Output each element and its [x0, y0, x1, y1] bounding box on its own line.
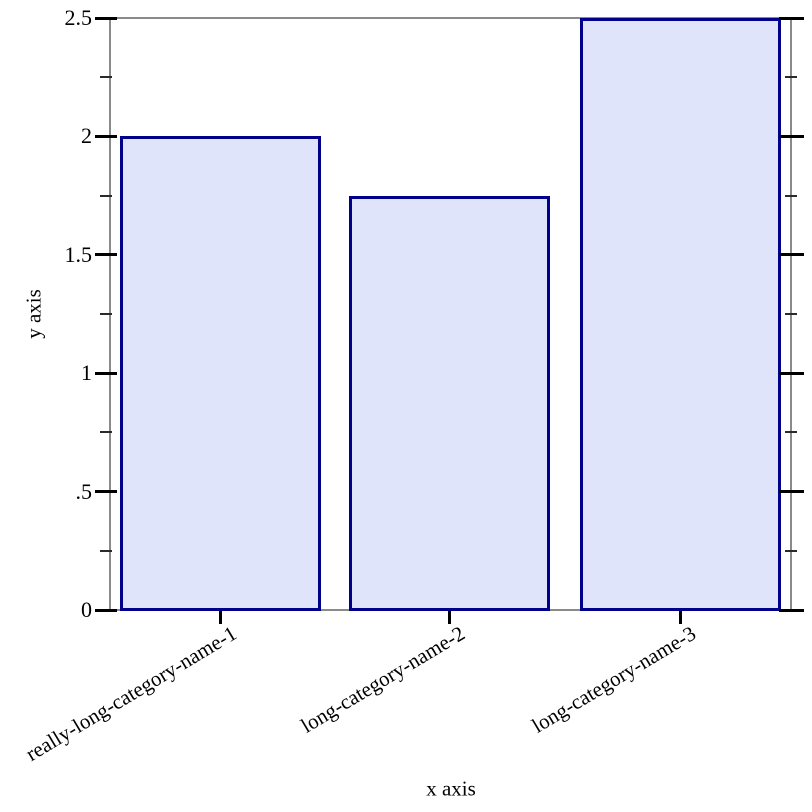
y-tick-label: 2.5: [64, 5, 93, 30]
y-major-tick-left: [95, 371, 117, 375]
y-major-tick-left: [95, 253, 117, 257]
x-tick: [218, 611, 222, 624]
y-minor-tick-right: [785, 549, 797, 552]
category-label: long-category-name-2: [297, 621, 470, 738]
y-minor-tick-left: [100, 194, 112, 197]
y-major-tick-right: [779, 16, 804, 20]
y-minor-tick-left: [100, 431, 112, 434]
y-major-tick-left: [95, 608, 117, 612]
x-tick: [447, 611, 451, 624]
bar-really-long-category-name-1: [119, 136, 321, 611]
y-axis-title: y axis: [21, 289, 46, 339]
y-major-tick-left: [95, 490, 117, 494]
y-major-tick-left: [95, 134, 117, 138]
y-minor-tick-left: [100, 76, 112, 79]
x-axis-title: x axis: [426, 776, 476, 801]
y-major-tick-right: [779, 371, 804, 375]
y-major-tick-right: [779, 134, 804, 138]
y-minor-tick-left: [100, 313, 112, 315]
y-major-tick-right: [779, 253, 804, 257]
y-minor-tick-right: [785, 76, 797, 79]
y-major-tick-right: [779, 608, 804, 612]
bar-long-category-name-2: [348, 195, 550, 611]
category-label: long-category-name-3: [528, 621, 701, 738]
y-tick-label: 1: [81, 360, 92, 386]
y-major-tick-left: [95, 16, 117, 20]
y-tick-label: 0: [81, 597, 92, 622]
y-minor-tick-left: [100, 549, 112, 552]
y-minor-tick-right: [785, 313, 797, 315]
y-tick-label: .5: [75, 478, 93, 504]
x-tick: [678, 611, 682, 624]
y-tick-label: 1.5: [64, 241, 93, 267]
y-minor-tick-right: [785, 431, 797, 434]
y-major-tick-right: [779, 490, 804, 494]
category-label: really-long-category-name-1: [21, 621, 241, 766]
bar-long-category-name-3: [579, 18, 781, 611]
y-minor-tick-right: [785, 194, 797, 197]
y-tick-label: 2: [81, 123, 92, 149]
